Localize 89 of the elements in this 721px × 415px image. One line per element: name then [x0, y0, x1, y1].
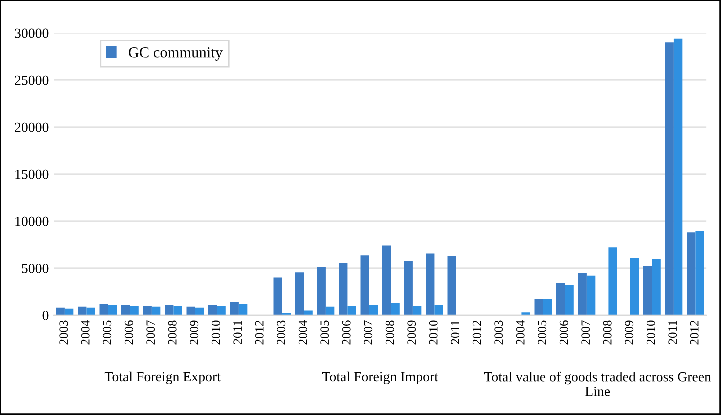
x-tick-label: 2012 — [690, 320, 699, 345]
x-tick-label: 2007 — [582, 320, 590, 345]
x-tick-label: 2003 — [60, 320, 68, 345]
bar — [238, 304, 248, 316]
x-tick-label: 2008 — [168, 320, 177, 345]
x-tick-label: 2007 — [364, 320, 373, 345]
bar — [360, 256, 370, 316]
y-tick-label: 15000 — [16, 170, 49, 180]
text: Total Foreign Export — [104, 372, 221, 384]
y-tick-label: 25000 — [15, 76, 49, 86]
x-tick-label: 2003 — [494, 320, 504, 345]
x-tick-label: 2010 — [429, 320, 438, 345]
bar — [644, 266, 652, 316]
bar — [78, 306, 87, 316]
bar — [687, 232, 696, 316]
bar — [434, 305, 444, 316]
bar — [174, 306, 182, 316]
bar — [674, 38, 683, 316]
text: Total Foreign Import — [322, 372, 438, 384]
bar — [534, 299, 544, 316]
bar — [665, 42, 674, 316]
bar — [100, 304, 108, 316]
x-tick-label: 2011 — [668, 321, 678, 344]
x-tick-label: 2009 — [408, 320, 416, 345]
bar — [522, 312, 530, 316]
x-tick-label: 2008 — [603, 320, 612, 345]
y-tick-label: 5000 — [22, 264, 49, 274]
x-tick-label: 2005 — [103, 320, 112, 345]
bar — [630, 258, 640, 316]
x-tick-label: 2005 — [538, 320, 547, 345]
bar — [586, 276, 596, 316]
x-tick-label: 2011 — [451, 321, 460, 344]
bar — [304, 310, 313, 316]
x-tick-label: 2004 — [81, 320, 90, 345]
bar — [391, 303, 400, 316]
bar — [130, 306, 139, 316]
bar — [556, 283, 566, 316]
bar — [608, 248, 618, 316]
x-tick-label: 2010 — [646, 320, 656, 345]
bar — [696, 231, 704, 316]
bar — [230, 302, 239, 316]
x-tick-label: 2004 — [516, 320, 525, 345]
bar — [56, 308, 65, 316]
x-tick-label: 2009 — [190, 320, 199, 345]
bar — [122, 305, 130, 316]
x-tick-label: 2004 — [298, 320, 308, 345]
bar — [86, 308, 96, 316]
bar — [652, 259, 661, 316]
bar — [382, 246, 392, 316]
y-tick-label: 30000 — [15, 28, 49, 38]
x-tick-label: 2003 — [277, 320, 286, 345]
y-tick-label: 0 — [42, 310, 49, 320]
x-tick-label: 2005 — [320, 320, 330, 345]
bar — [186, 306, 196, 316]
bar — [339, 263, 348, 316]
bar — [143, 306, 152, 316]
x-tick-label: 2006 — [124, 320, 134, 345]
bar — [152, 306, 161, 316]
bar — [317, 267, 326, 316]
bar — [296, 272, 304, 316]
bar — [426, 254, 435, 316]
bar — [448, 256, 456, 316]
bar — [348, 306, 356, 316]
x-tick-label: 2010 — [212, 320, 220, 345]
bar — [274, 278, 282, 316]
bar — [543, 299, 552, 316]
bar — [565, 285, 574, 316]
bar — [108, 305, 118, 316]
bar — [208, 305, 218, 316]
y-tick-label: 10000 — [16, 216, 49, 226]
text: Total value of goods traded across Green Line — [484, 372, 712, 396]
bar — [195, 308, 204, 316]
x-tick-label: 2008 — [386, 320, 394, 345]
x-tick-label: 2007 — [146, 320, 156, 345]
bar — [217, 306, 226, 316]
x-tick-label: 2012 — [255, 320, 264, 345]
bar — [326, 306, 335, 316]
legend-label: GC community — [128, 48, 223, 61]
x-tick-label: 2006 — [342, 320, 351, 345]
bar — [404, 261, 413, 316]
x-tick-label: 2011 — [234, 321, 242, 344]
x-tick-label: 2006 — [560, 320, 568, 345]
bar — [578, 273, 587, 316]
bar — [369, 305, 378, 316]
y-tick-label: 20000 — [15, 122, 49, 132]
bar — [165, 305, 174, 316]
x-tick-label: 2009 — [625, 320, 634, 345]
x-tick-label: 2012 — [472, 320, 482, 345]
bar — [412, 306, 422, 316]
